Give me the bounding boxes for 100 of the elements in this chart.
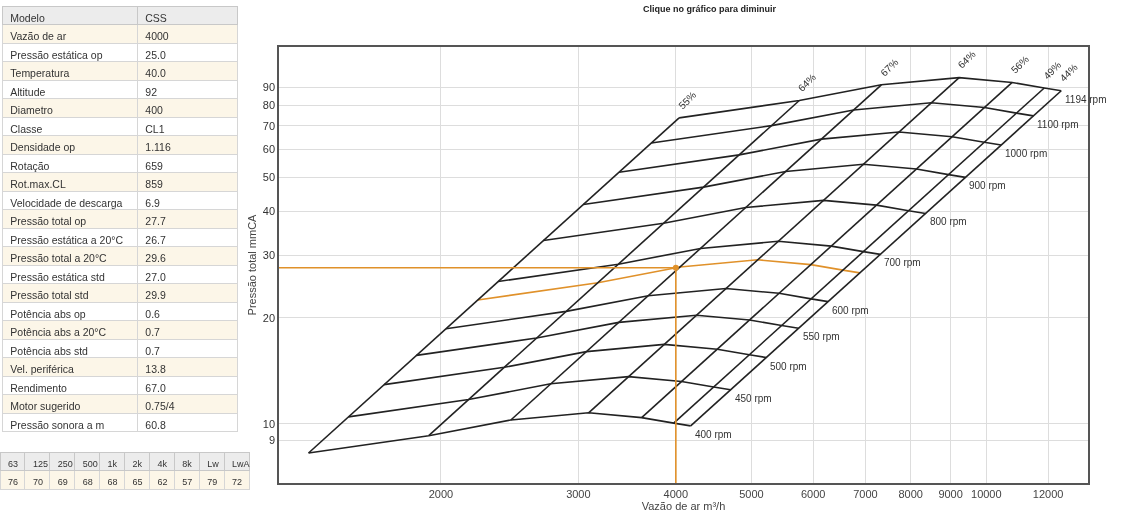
x-tick-label: 5000 (739, 487, 764, 500)
y-tick-label: 10 (262, 417, 276, 430)
y-tick-label: 50 (262, 171, 276, 184)
series-label: 600 rpm (832, 305, 869, 316)
text: 92 (145, 85, 157, 98)
x-tick-label: 8000 (898, 487, 923, 500)
series-label: 1000 rpm (1005, 148, 1048, 159)
text: Pressão total op (10, 215, 87, 228)
text: 40.0 (145, 67, 166, 80)
text: Motor sugerido (10, 400, 81, 413)
text: 68 (82, 477, 93, 488)
text: Altitude (10, 85, 46, 98)
y-tick-label: 60 (262, 143, 276, 156)
text: 13.8 (145, 363, 166, 376)
text: 68 (107, 477, 118, 488)
text: 64% (955, 48, 978, 71)
x-tick-label: 4000 (663, 487, 689, 500)
text: 27.0 (145, 270, 166, 283)
text: 56% (1008, 53, 1031, 76)
y-tick-label: 80 (262, 99, 276, 112)
text: Pressão sonora a m (10, 418, 105, 431)
text: Pressão estática std (10, 270, 105, 283)
text: 63 (8, 458, 19, 469)
text: 29.9 (145, 289, 166, 302)
chart-title: Clique no gráfico para diminuir (643, 4, 777, 14)
y-tick-label: 30 (262, 249, 276, 262)
text: 25.0 (145, 48, 166, 61)
text: 659 (145, 159, 163, 172)
x-tick-label: 6000 (800, 487, 826, 500)
text: Pressão estática a 20°C (10, 233, 124, 246)
text: 69 (57, 477, 68, 488)
text: 4000 (145, 30, 169, 43)
text: Vel. periférica (10, 363, 74, 376)
text: 62 (157, 477, 168, 488)
y-axis-title: Pressão total mmCA (245, 213, 258, 316)
text: 8k (182, 458, 192, 469)
text: Pressão estática op (10, 48, 103, 61)
text: 0.7 (145, 326, 160, 339)
text: Pressão total a 20°C (10, 252, 107, 265)
text: 27.7 (145, 215, 166, 228)
text: 76 (8, 477, 19, 488)
text: Rotação (10, 159, 50, 172)
text: 67% (878, 56, 901, 79)
text: 1k (107, 458, 118, 469)
series-label: 900 rpm (969, 180, 1006, 191)
text: 400 (145, 104, 163, 117)
text: 55% (676, 89, 699, 112)
x-tick-label: 9000 (938, 487, 963, 500)
text: 0.75/4 (145, 400, 175, 413)
text: 4k (157, 458, 167, 469)
y-tick-label: 9 (268, 433, 276, 446)
text: 57 (182, 477, 193, 488)
series-label: 700 rpm (884, 257, 921, 268)
series-label: 450 rpm (735, 393, 772, 404)
text: 72 (232, 477, 243, 488)
text: 2k (132, 458, 143, 469)
x-tick-label: 12000 (1032, 487, 1064, 500)
series-label: 400 rpm (695, 429, 732, 440)
text: 67.0 (145, 381, 166, 394)
text: 859 (145, 178, 163, 191)
text: Classe (10, 122, 43, 135)
text: LwA (232, 458, 250, 469)
text: 125 (32, 458, 48, 469)
series-label: 800 rpm (930, 216, 967, 227)
text: 1.116 (145, 141, 171, 154)
y-tick-label: 40 (262, 205, 276, 218)
text: 0.7 (145, 344, 160, 357)
y-tick-label: 70 (262, 119, 276, 132)
text: 250 (57, 458, 73, 469)
text: Vazão de ar (10, 30, 67, 43)
text: Modelo (10, 11, 45, 24)
x-tick-label: 2000 (428, 487, 454, 500)
text: Potência abs op (10, 307, 86, 320)
x-tick-label: 3000 (566, 487, 591, 500)
series-label: 1194 rpm (1065, 94, 1107, 105)
y-tick-label: 90 (262, 81, 276, 94)
text: Pressão total std (10, 289, 89, 302)
x-tick-label: 7000 (853, 487, 878, 500)
text: Temperatura (10, 67, 70, 80)
text: 60.8 (145, 418, 166, 431)
text: Lw (207, 458, 219, 469)
series-label: 500 rpm (770, 361, 807, 372)
text: Rot.max.CL (10, 178, 66, 191)
text: 70 (32, 477, 43, 488)
x-tick-label: 10000 (971, 487, 1002, 500)
text: Diametro (10, 104, 53, 117)
y-tick-label: 20 (262, 311, 276, 324)
text: 500 (82, 458, 98, 469)
text: 26.7 (145, 233, 166, 246)
text: Potência abs std (10, 344, 88, 357)
text: Velocidade de descarga (10, 196, 123, 209)
text: CL1 (145, 122, 165, 135)
text: 64% (795, 71, 818, 94)
x-axis-title: Vazão de ar m³/h (641, 499, 726, 512)
series-label: 550 rpm (803, 331, 840, 342)
text: 6.9 (145, 196, 160, 209)
text: 79 (207, 477, 218, 488)
text: 65 (132, 477, 143, 488)
series-label: 1100 rpm (1037, 119, 1079, 130)
text: Potência abs a 20°C (10, 326, 107, 339)
